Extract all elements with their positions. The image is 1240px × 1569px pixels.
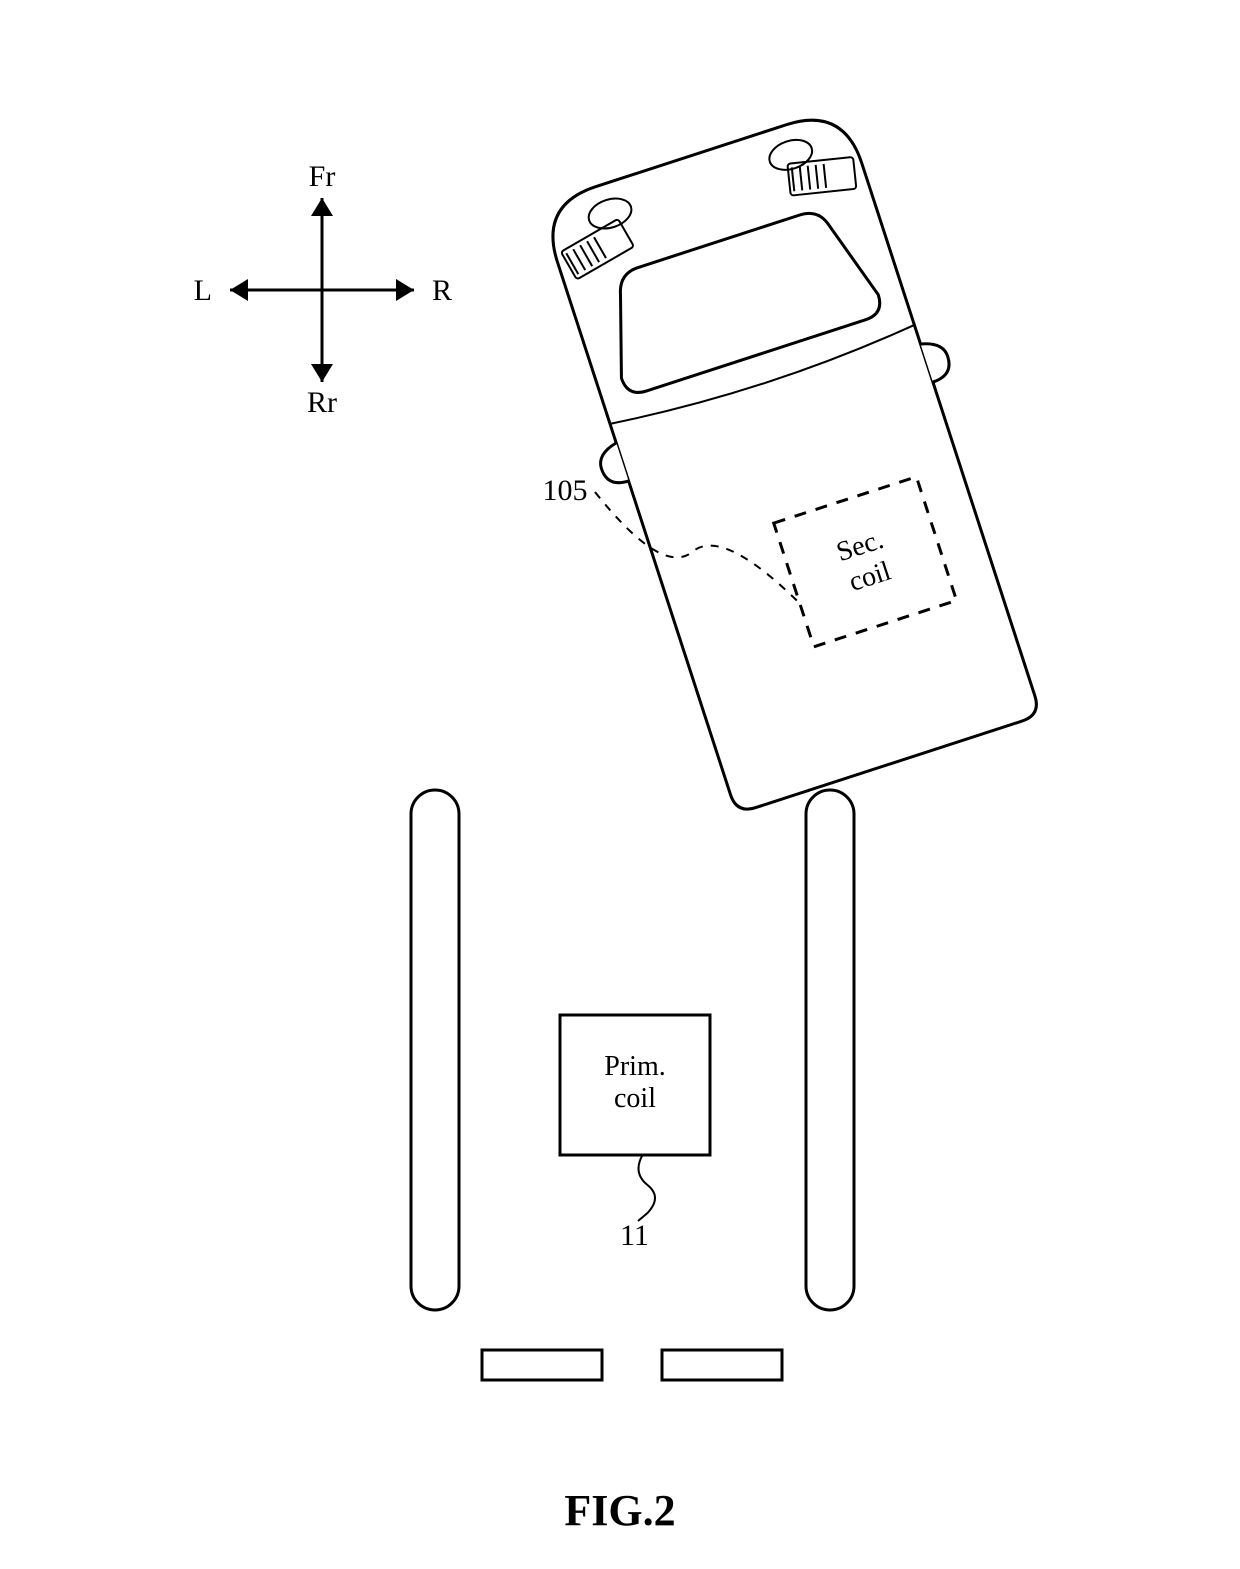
- svg-text:105: 105: [543, 474, 588, 507]
- svg-text:R: R: [432, 274, 452, 307]
- car: Sec.coil: [518, 99, 1062, 820]
- svg-text:Rr: Rr: [307, 386, 337, 419]
- ref-11-leader: [638, 1155, 655, 1221]
- compass: Fr Rr L R: [194, 160, 452, 419]
- parking-bay: Prim.coil11: [411, 790, 854, 1380]
- svg-text:Fr: Fr: [309, 160, 336, 193]
- svg-text:L: L: [194, 274, 212, 307]
- figure-label: FIG.2: [564, 1485, 675, 1536]
- svg-text:11: 11: [620, 1219, 649, 1252]
